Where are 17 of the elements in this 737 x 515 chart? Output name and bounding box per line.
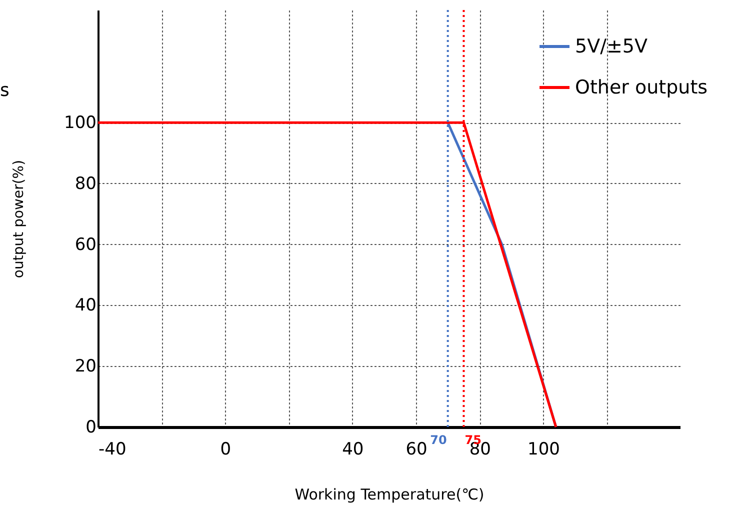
legend-label: 5V/±5V xyxy=(575,36,648,58)
ref-line-label: 70 xyxy=(430,433,447,447)
x-tick-label: 100 xyxy=(528,440,560,460)
y-tick-label: 40 xyxy=(74,296,96,316)
legend-label: Other outputs xyxy=(575,76,708,98)
y-tick-label: 80 xyxy=(74,174,96,194)
x-tick-label: 60 xyxy=(406,440,428,460)
y-tick-label: 0 xyxy=(86,418,96,438)
x-tick-label: 40 xyxy=(342,440,364,460)
y-tick-label: 100 xyxy=(64,113,96,134)
x-axis-title: Working Temperature(℃) xyxy=(294,486,484,504)
y-tick-label: 60 xyxy=(74,234,96,255)
x-tick-label: -40 xyxy=(98,440,126,460)
text: s xyxy=(0,80,10,101)
x-tick-label: 0 xyxy=(220,440,232,460)
y-tick-label: 20 xyxy=(74,356,96,377)
y-axis-title: output power(%) xyxy=(11,160,28,278)
